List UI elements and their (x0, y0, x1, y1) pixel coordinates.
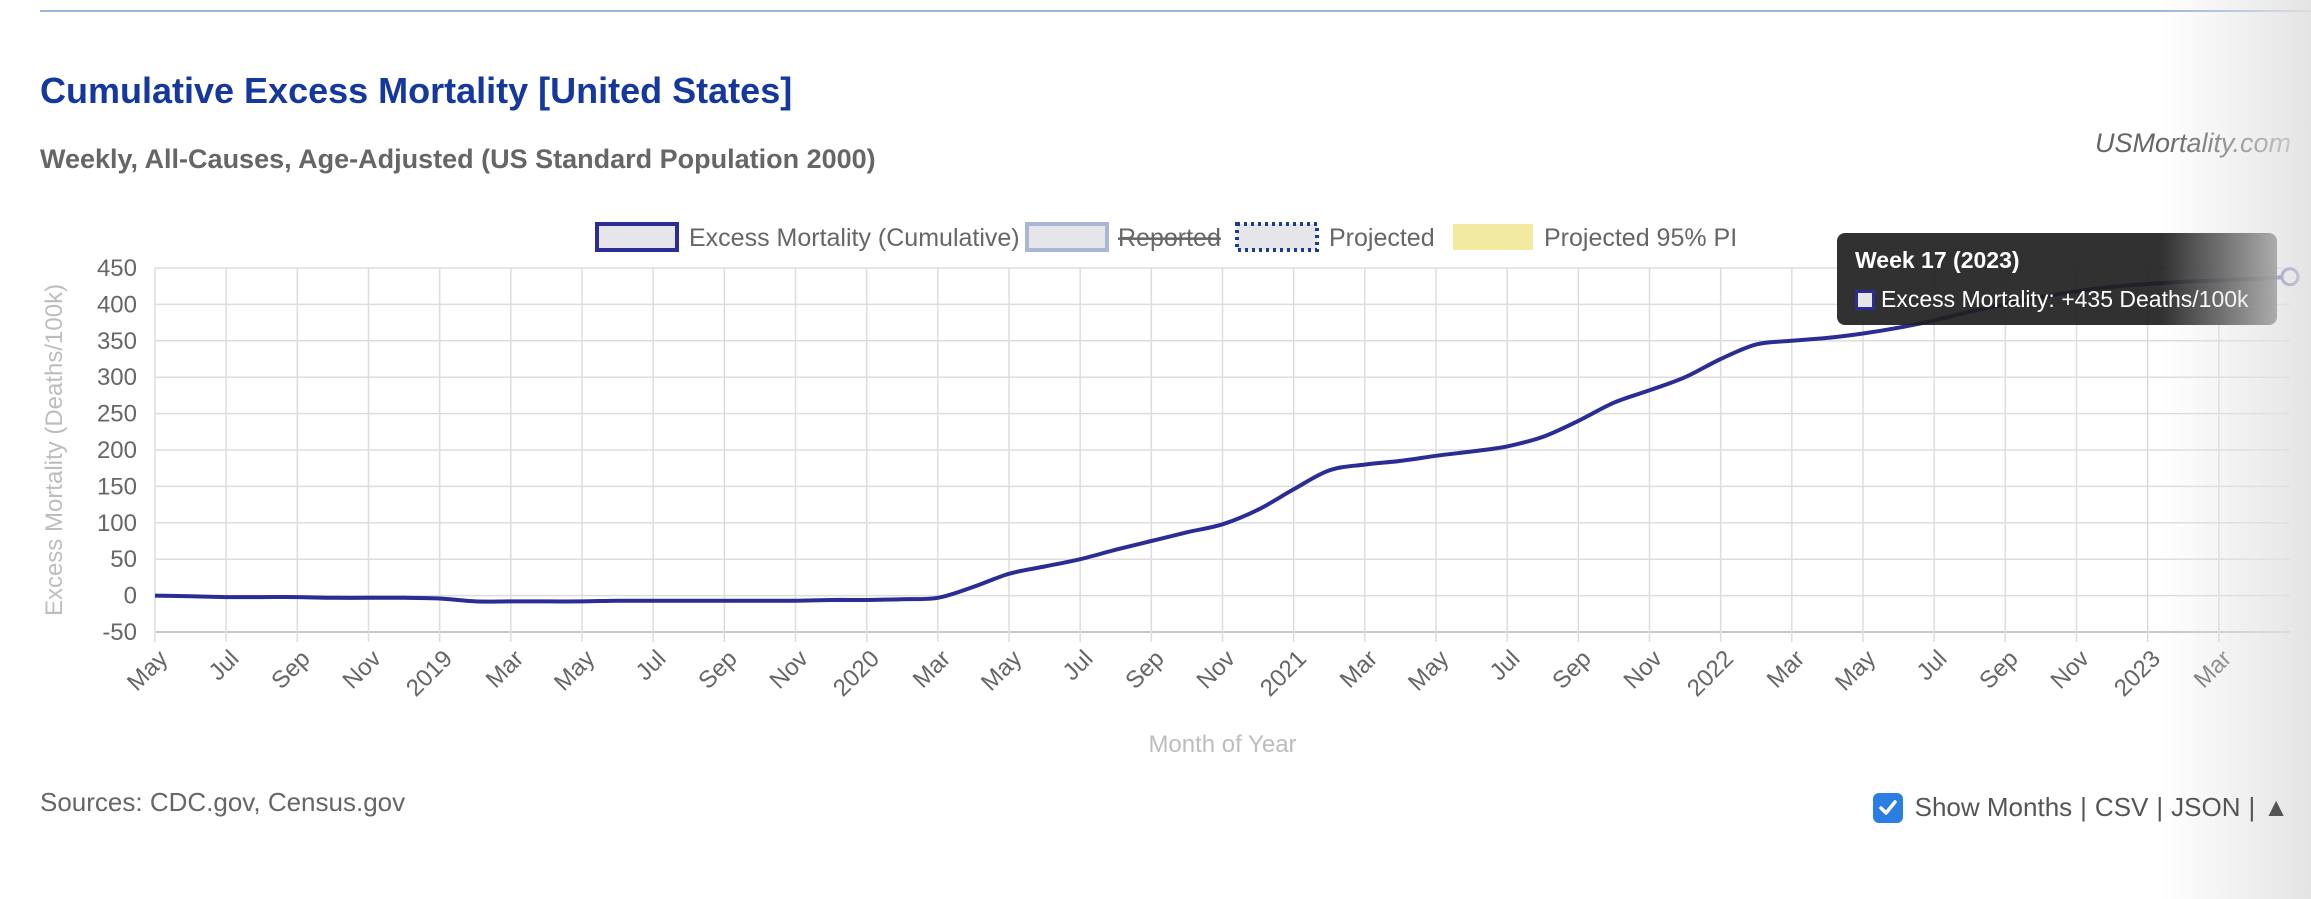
separator: | (2080, 792, 2087, 822)
x-tick-label: Nov (337, 645, 386, 694)
legend-swatch-reported (1025, 222, 1109, 252)
legend-label-cumulative: Excess Mortality (Cumulative) (689, 224, 1020, 252)
x-tick-label: Mar (1335, 645, 1383, 693)
legend-label-projected: Projected (1329, 224, 1435, 252)
top-rule (40, 10, 2311, 12)
x-tick-label: Mar (481, 645, 529, 693)
legend-item-pi[interactable]: Projected 95% PI (1453, 224, 1737, 252)
tooltip-row: Excess Mortality: +435 Deaths/100k (1855, 286, 2259, 313)
x-tick-label: Jul (1058, 645, 1099, 686)
x-tick-label: 2023 (2109, 645, 2166, 702)
tooltip-text: Excess Mortality: +435 Deaths/100k (1881, 286, 2249, 312)
legend-label-reported: Reported (1118, 224, 1221, 252)
y-tick-label: 50 (110, 546, 137, 573)
x-tick-labels: May Jul Sep Nov 2019 Mar May Jul Sep Nov 2020 Mar Ma… (122, 645, 2237, 702)
x-tick-label: Sep (1120, 645, 1169, 694)
chart-title: Cumulative Excess Mortality [United Stat… (40, 70, 793, 111)
legend-item-reported[interactable]: Reported (1025, 222, 1221, 252)
y-tick-label: 400 (97, 291, 137, 318)
tooltip-title: Week 17 (2023) (1855, 247, 2020, 273)
x-tick-label: Jul (204, 645, 245, 686)
y-tick-label: 450 (97, 255, 137, 282)
y-tick-label: 0 (124, 583, 137, 610)
x-tick-label: Jul (1912, 645, 1953, 686)
x-tick-label: 2020 (828, 645, 885, 702)
x-tick-label: Jul (1485, 645, 1526, 686)
x-tick-label: Sep (266, 645, 315, 694)
y-tick-label: 350 (97, 328, 137, 355)
check-icon (1878, 799, 1897, 815)
x-axis-label: Month of Year (1148, 731, 1296, 758)
sources-text: Sources: CDC.gov, Census.gov (40, 787, 406, 817)
chart-subtitle: Weekly, All-Causes, Age-Adjusted (US Sta… (40, 144, 876, 174)
separator: | (2156, 792, 2164, 822)
x-tick-label: May (549, 645, 600, 696)
x-tick-label: Jul (631, 645, 672, 686)
x-tick-label: Mar (1762, 645, 1810, 693)
x-tick-label: Sep (1547, 645, 1596, 694)
x-tick-label: May (1403, 645, 1454, 696)
hover-point-marker[interactable] (2280, 267, 2300, 287)
x-tick-label: 2022 (1682, 645, 1739, 702)
y-tick-label: -50 (102, 619, 137, 646)
x-tick-label: Mar (2189, 645, 2237, 693)
x-tick-label: Sep (693, 645, 742, 694)
y-tick-label: 150 (97, 473, 137, 500)
grid (154, 267, 2290, 642)
x-tick-label: Sep (1974, 645, 2023, 694)
legend-swatch-pi (1453, 224, 1533, 250)
x-tick-label: Nov (764, 645, 813, 694)
y-tick-label: 100 (97, 510, 137, 537)
x-tick-label: Nov (1618, 645, 1667, 694)
legend-swatch-cumulative (595, 222, 679, 252)
show-months-label[interactable]: Show Months (1914, 792, 2073, 822)
x-tick-label: May (122, 645, 173, 696)
legend-item-projected[interactable]: Projected (1235, 222, 1435, 252)
show-months-checkbox[interactable] (1872, 792, 1903, 823)
x-tick-label: 2021 (1255, 645, 1312, 702)
json-link[interactable]: JSON (2171, 792, 2241, 822)
y-tick-label: 200 (97, 437, 137, 464)
y-axis-label: Excess Mortality (Deaths/100k) (41, 284, 68, 616)
csv-link[interactable]: CSV (2094, 792, 2149, 822)
x-tick-label: May (976, 645, 1027, 696)
tooltip: Week 17 (2023) Excess Mortality: +435 De… (1837, 233, 2277, 325)
legend-label-pi: Projected 95% PI (1544, 224, 1737, 252)
legend: Excess Mortality (Cumulative) Reported P… (595, 222, 1737, 252)
y-tick-labels: -50 0 50 100 150 200 250 300 350 400 450 (97, 255, 137, 646)
x-tick-label: Nov (1191, 645, 1240, 694)
legend-swatch-projected (1235, 222, 1319, 252)
separator: | (2248, 792, 2256, 822)
chart-controls: Show Months | CSV | JSON | ▲ (1872, 792, 2289, 823)
tooltip-swatch (1855, 289, 1875, 310)
scroll-top-arrow-icon[interactable]: ▲ (2263, 792, 2289, 822)
y-tick-label: 300 (97, 364, 137, 391)
x-tick-label: Nov (2045, 645, 2094, 694)
y-tick-label: 250 (97, 401, 137, 428)
x-tick-label: 2019 (401, 645, 458, 702)
legend-item-cumulative[interactable]: Excess Mortality (Cumulative) (595, 222, 1020, 252)
x-tick-label: Mar (908, 645, 956, 693)
x-tick-label: May (1830, 645, 1881, 696)
